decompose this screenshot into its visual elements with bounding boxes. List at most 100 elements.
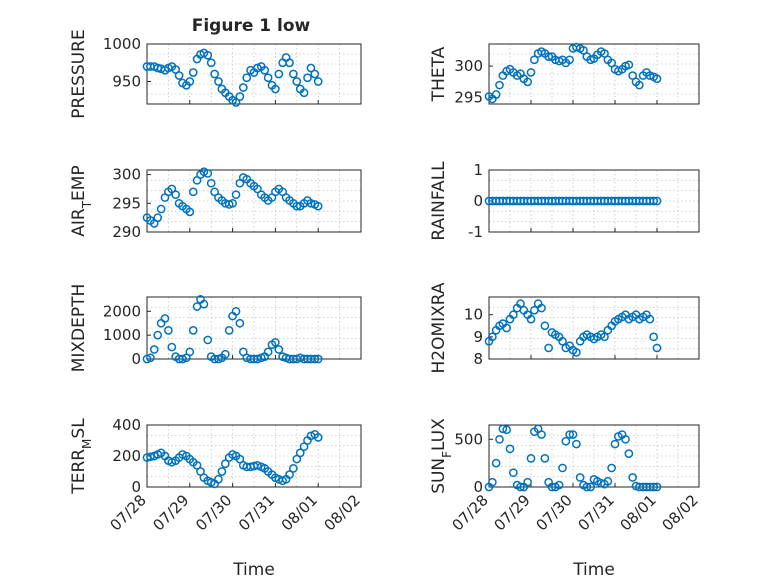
- subplot-theta: 295 300 THETA: [429, 42, 700, 107]
- x-tick-label: 07/29: [491, 491, 534, 534]
- data-point: [488, 332, 497, 342]
- x-tick-label: 07/31: [235, 491, 278, 534]
- y-axis-label: TERRMSL: [69, 418, 94, 495]
- x-tick-label: 07/29: [149, 491, 192, 534]
- x-tick-label: 08/02: [659, 491, 702, 534]
- data-point: [572, 348, 581, 357]
- data-point: [523, 477, 532, 487]
- data-point: [153, 330, 163, 340]
- subplot-mixdepth: 0 1000 2000 MIXDEPTH: [69, 284, 362, 373]
- data-point: [174, 71, 184, 80]
- series-rainfall: [484, 196, 662, 206]
- axes-border: [488, 296, 700, 360]
- series-h2omixra: [484, 299, 662, 357]
- data-point: [274, 345, 284, 354]
- axes-border: [146, 43, 362, 105]
- data-point: [210, 187, 219, 197]
- data-point: [274, 69, 284, 79]
- data-point: [607, 463, 616, 473]
- data-point: [178, 450, 187, 459]
- y-axis-label: PRESSURE: [69, 29, 89, 118]
- y-tick-label: 950: [112, 73, 141, 91]
- y-tick-label: 200: [112, 447, 141, 465]
- data-point: [171, 190, 181, 200]
- data-point: [491, 90, 501, 99]
- data-point: [575, 473, 585, 482]
- data-point: [310, 69, 320, 79]
- data-point: [253, 184, 262, 194]
- data-point: [292, 77, 302, 86]
- data-point: [231, 190, 241, 200]
- data-point: [558, 336, 567, 346]
- y-axis-label: H2OMIXRA: [429, 282, 449, 373]
- y-tick-label: 0: [473, 478, 483, 496]
- data-point: [203, 169, 213, 178]
- y-tick-label: -1: [468, 223, 483, 241]
- data-point: [188, 326, 198, 335]
- data-point: [516, 482, 525, 492]
- y-axis-label: MIXDEPTH: [69, 284, 89, 373]
- data-point: [537, 430, 546, 439]
- subplot-air-temp: 290 295 300 AIRTEMP: [69, 165, 362, 241]
- data-point: [610, 439, 620, 449]
- y-tick-label: 295: [454, 89, 483, 107]
- x-tick-label: 08/01: [278, 491, 321, 534]
- x-axis-label: Time: [232, 560, 275, 580]
- y-tick-label: 400: [112, 416, 141, 434]
- data-point: [228, 198, 237, 208]
- data-point: [203, 50, 213, 60]
- data-point: [649, 482, 658, 492]
- data-point: [582, 482, 592, 492]
- data-point: [554, 480, 564, 490]
- axes-border: [146, 169, 362, 233]
- data-point: [217, 467, 227, 476]
- data-point: [235, 92, 245, 101]
- data-point: [210, 69, 219, 79]
- data-point: [313, 354, 323, 364]
- y-tick-label: 8: [473, 350, 483, 368]
- data-point: [199, 299, 209, 309]
- data-point: [303, 73, 312, 83]
- data-point: [203, 335, 213, 345]
- data-point: [645, 314, 655, 324]
- data-point: [285, 58, 294, 68]
- y-tick-label: 10: [464, 306, 483, 324]
- data-point: [231, 306, 241, 316]
- data-point: [295, 448, 305, 458]
- series-pressure: [142, 48, 323, 107]
- y-tick-label: 0: [131, 478, 141, 496]
- data-point: [628, 473, 637, 482]
- data-point: [160, 314, 170, 323]
- data-point: [149, 345, 159, 354]
- data-point: [299, 88, 309, 98]
- y-axis-label: SUNFLUX: [429, 418, 454, 494]
- axes-border: [488, 43, 700, 105]
- data-point: [565, 430, 574, 439]
- y-axis-label: AIRTEMP: [69, 165, 94, 236]
- data-point: [544, 52, 553, 61]
- data-point: [253, 354, 262, 364]
- series-mixdepth: [142, 295, 323, 364]
- data-point: [238, 83, 248, 92]
- data-point: [271, 337, 280, 347]
- data-point: [235, 318, 245, 328]
- data-point: [572, 42, 581, 52]
- series-terr-msl: [142, 429, 323, 489]
- data-point: [652, 343, 662, 353]
- data-point: [220, 459, 230, 469]
- y-tick-label: 290: [112, 223, 141, 241]
- data-point: [572, 439, 581, 449]
- subplot-pressure: 950 1000 PRESSURE: [69, 29, 362, 119]
- data-point: [509, 468, 518, 478]
- figure-title: Figure 1 low: [192, 16, 311, 36]
- data-point: [526, 314, 536, 324]
- y-axis-label: RAINFALL: [429, 161, 449, 241]
- data-point: [263, 347, 273, 357]
- subplot-rainfall: -1 0 1 RAINFALL: [429, 161, 700, 241]
- data-point: [568, 430, 578, 439]
- data-point: [164, 326, 173, 335]
- data-point: [600, 332, 609, 342]
- data-point: [306, 198, 316, 208]
